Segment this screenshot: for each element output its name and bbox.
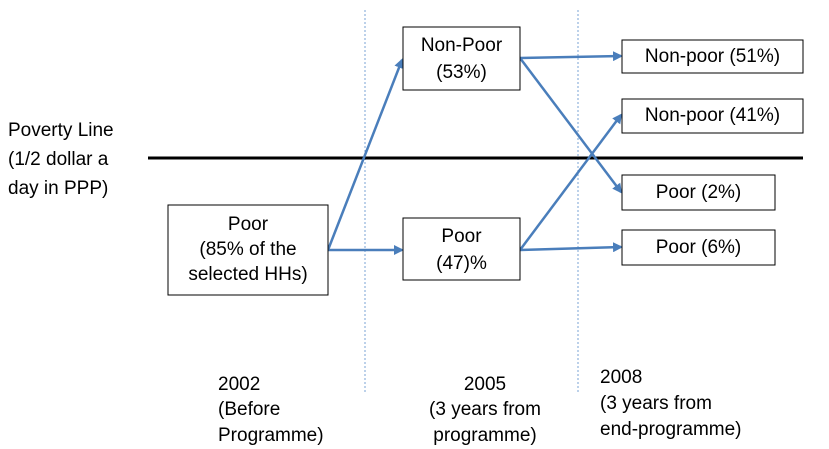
arrow — [519, 242, 623, 253]
period-label: 2002 — [218, 374, 260, 395]
node-box — [621, 229, 776, 266]
arrow — [518, 113, 623, 251]
period-label: 2005 — [464, 374, 506, 395]
period-label: 2008 — [600, 367, 642, 388]
node-label: (47)% — [436, 253, 487, 274]
node-box — [621, 174, 776, 211]
node-label: Poor — [441, 226, 482, 247]
node-label: Poor (2%) — [656, 182, 742, 203]
period-label: end-programme) — [600, 419, 742, 440]
node-box — [167, 204, 329, 296]
period-label: Programme) — [218, 425, 324, 446]
node-label: (53%) — [436, 62, 487, 83]
arrows — [326, 51, 623, 255]
node-box — [621, 98, 804, 134]
node-label: selected HHs) — [188, 264, 307, 285]
node-label: Non-poor (41%) — [645, 105, 780, 126]
arrow — [519, 51, 623, 62]
node-label: Poor — [228, 214, 269, 235]
poverty-line-label: (1/2 dollar a — [8, 149, 109, 170]
node-box — [402, 26, 521, 91]
poverty-line-label: Poverty Line — [8, 120, 114, 141]
node-label: Non-Poor — [421, 35, 503, 56]
node-box — [402, 217, 521, 281]
node-label: (85% of the — [199, 239, 296, 260]
node-label: Poor (6%) — [656, 237, 742, 258]
node-box — [621, 39, 804, 74]
period-label: programme) — [433, 425, 536, 446]
content: Poverty Line (1/2 dollar a day in PPP) Poor… — [8, 26, 804, 446]
period-label: (3 years from — [600, 393, 712, 414]
arrow — [519, 57, 623, 194]
arrow — [326, 58, 404, 251]
period-label: (3 years from — [429, 399, 541, 420]
node-label: Non-poor (51%) — [645, 46, 780, 67]
period-label: (Before — [218, 399, 280, 420]
poverty-line-label: day in PPP) — [8, 178, 108, 199]
